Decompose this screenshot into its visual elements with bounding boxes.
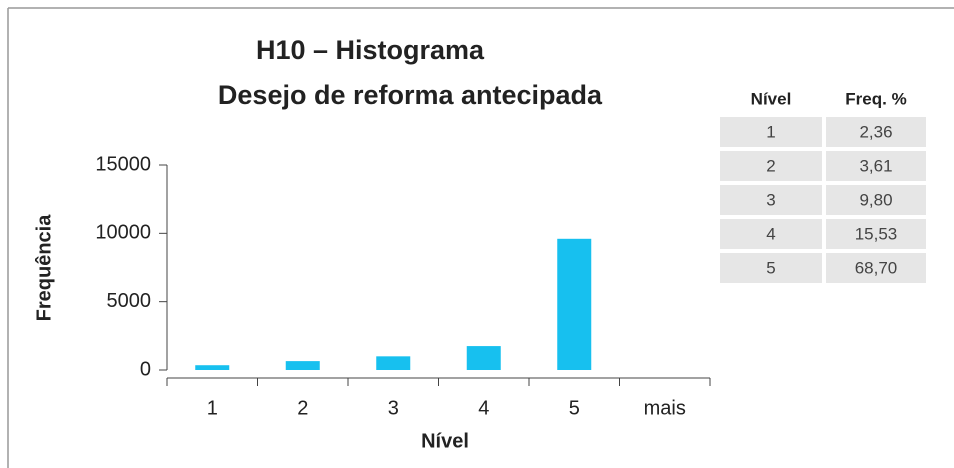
y-axis-label: Frequência <box>33 214 55 322</box>
table-cell <box>720 151 822 181</box>
table-cell <box>826 151 926 181</box>
x-tick-label: 3 <box>388 397 399 419</box>
x-tick-label: mais <box>644 397 686 419</box>
x-tick-label: 5 <box>569 397 580 419</box>
y-tick-label: 15000 <box>95 153 151 175</box>
chart-title: Desejo de reforma antecipada <box>218 80 603 110</box>
table-cell <box>720 117 822 147</box>
table-cell-text: 2,36 <box>859 122 892 141</box>
x-tick-label: 2 <box>297 397 308 419</box>
table-cell-text: 15,53 <box>855 224 898 243</box>
x-axis-label: Nível <box>421 430 469 452</box>
table-cell-text: 3 <box>766 190 775 209</box>
chart-title: H10 – Histograma <box>256 35 485 65</box>
table-cell-text: 9,80 <box>859 190 892 209</box>
table-cell <box>826 219 926 249</box>
bar <box>466 346 501 370</box>
table-cell <box>826 185 926 215</box>
table-header: Nível <box>751 89 792 108</box>
table-cell <box>826 117 926 147</box>
table-cell-text: 5 <box>766 258 775 277</box>
table-cell-text: 3,61 <box>859 156 892 175</box>
table-cell <box>720 185 822 215</box>
table-cell-text: 1 <box>766 122 775 141</box>
table-cell <box>826 253 926 283</box>
bar <box>376 356 411 370</box>
table-cell-text: 68,70 <box>855 258 898 277</box>
table-cell <box>720 253 822 283</box>
bar <box>557 238 592 370</box>
x-tick-label: 4 <box>478 397 489 419</box>
bar <box>285 361 320 370</box>
y-tick-label: 0 <box>140 358 151 380</box>
table-header: Freq. % <box>845 89 906 108</box>
bar <box>195 365 230 370</box>
table-cell-text: 4 <box>766 224 775 243</box>
table-cell-text: 2 <box>766 156 775 175</box>
y-tick-label: 10000 <box>95 222 151 244</box>
y-tick-label: 5000 <box>107 290 152 312</box>
table-cell <box>720 219 822 249</box>
x-tick-label: 1 <box>207 397 218 419</box>
